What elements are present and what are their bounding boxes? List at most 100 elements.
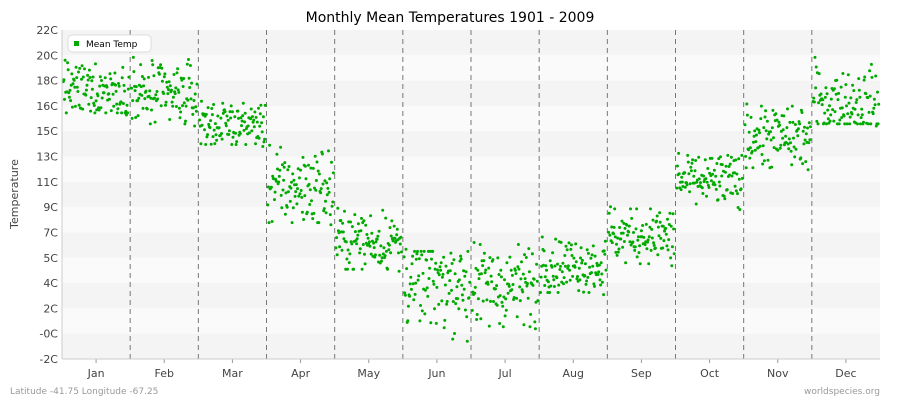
- data-point: [432, 282, 436, 286]
- data-point: [75, 85, 79, 89]
- data-point: [395, 227, 399, 231]
- data-point: [873, 103, 877, 107]
- data-point: [829, 113, 833, 117]
- data-point: [235, 140, 239, 144]
- data-point: [74, 65, 78, 69]
- data-point: [454, 302, 458, 306]
- data-point: [297, 176, 301, 180]
- x-tick-label: Aug: [563, 367, 584, 380]
- data-point: [425, 286, 429, 290]
- data-point: [607, 211, 611, 215]
- data-point: [713, 183, 717, 187]
- data-point: [179, 110, 183, 114]
- data-point: [252, 125, 256, 129]
- data-point: [334, 246, 338, 250]
- data-point: [273, 190, 277, 194]
- data-point: [163, 72, 167, 76]
- data-point: [431, 249, 435, 253]
- data-point: [221, 101, 225, 105]
- data-point: [76, 90, 80, 93]
- y-tick-label: -2C: [39, 353, 58, 366]
- data-point: [448, 279, 452, 283]
- data-point: [64, 111, 68, 115]
- data-point: [521, 272, 525, 276]
- data-point: [628, 240, 632, 244]
- data-point: [577, 266, 581, 270]
- data-point: [765, 137, 769, 141]
- data-point: [293, 194, 297, 198]
- data-point: [159, 104, 163, 108]
- data-point: [703, 158, 707, 162]
- data-point: [188, 86, 192, 89]
- data-point: [870, 75, 874, 79]
- data-point: [224, 124, 228, 128]
- y-tick-label: 13C: [36, 151, 58, 164]
- data-point: [100, 96, 104, 100]
- data-point: [876, 122, 880, 126]
- data-point: [815, 119, 819, 123]
- data-point: [743, 123, 747, 127]
- data-point: [837, 91, 841, 95]
- data-point: [638, 244, 642, 248]
- data-point: [199, 142, 203, 146]
- data-point: [434, 261, 438, 265]
- data-point: [282, 165, 286, 169]
- legend-label: Mean Temp: [86, 40, 138, 50]
- data-point: [325, 181, 329, 185]
- data-point: [787, 137, 791, 141]
- data-point: [291, 172, 295, 176]
- data-point: [785, 126, 789, 130]
- data-point: [806, 126, 809, 130]
- data-point: [845, 122, 849, 126]
- data-point: [574, 242, 578, 246]
- data-point: [848, 122, 852, 126]
- data-point: [533, 327, 537, 331]
- data-point: [319, 187, 323, 191]
- data-point: [316, 169, 320, 173]
- data-point: [104, 111, 108, 115]
- data-point: [717, 180, 721, 184]
- data-point: [664, 232, 668, 236]
- data-point: [430, 257, 433, 261]
- data-point: [208, 126, 212, 130]
- data-point: [733, 171, 736, 175]
- y-tick-label: 20C: [36, 49, 58, 62]
- data-point: [94, 62, 97, 66]
- data-point: [271, 174, 275, 178]
- data-point: [562, 282, 565, 286]
- data-point: [672, 227, 676, 231]
- data-point: [439, 261, 443, 265]
- data-point: [854, 101, 858, 104]
- data-point: [744, 166, 748, 170]
- data-point: [502, 295, 506, 299]
- y-tick-label: 22C: [36, 24, 58, 37]
- data-point: [361, 243, 365, 246]
- data-point: [267, 221, 271, 225]
- data-point: [150, 108, 153, 112]
- data-point: [182, 101, 186, 105]
- data-point: [559, 240, 563, 244]
- data-point: [126, 87, 130, 91]
- data-point: [162, 75, 166, 79]
- data-point: [423, 312, 427, 316]
- data-point: [543, 275, 547, 279]
- data-point: [141, 106, 145, 110]
- data-point: [241, 114, 245, 118]
- data-point: [765, 119, 769, 123]
- data-point: [613, 207, 617, 211]
- data-point: [438, 265, 442, 269]
- data-point: [342, 237, 346, 241]
- data-point: [423, 288, 427, 292]
- data-point: [528, 325, 532, 329]
- data-point: [770, 126, 774, 130]
- data-point: [643, 243, 647, 247]
- data-point: [426, 294, 430, 298]
- data-point: [798, 122, 802, 126]
- data-point: [384, 216, 388, 220]
- data-point: [228, 110, 232, 114]
- data-point: [279, 145, 283, 149]
- data-point: [583, 274, 587, 278]
- data-point: [85, 83, 89, 87]
- data-point: [487, 324, 491, 328]
- data-point: [661, 224, 665, 228]
